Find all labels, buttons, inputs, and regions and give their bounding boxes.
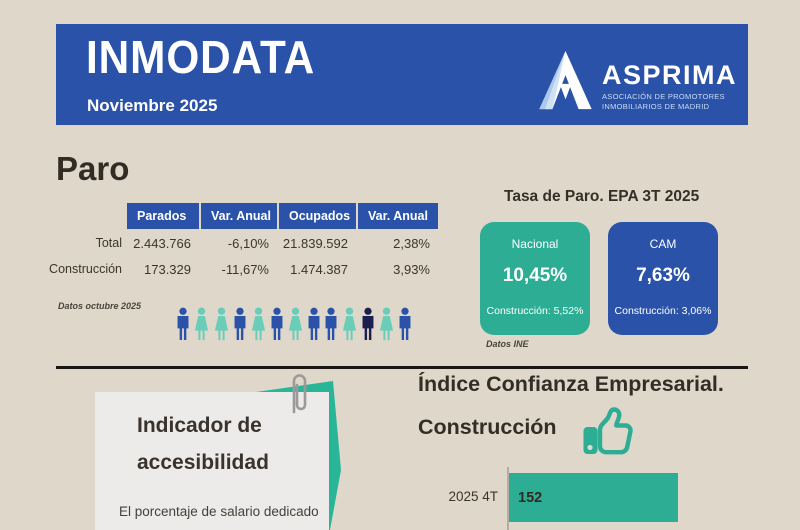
card-cam-label: CAM — [649, 237, 677, 251]
people-pictogram-row — [175, 303, 413, 345]
page-title: INMODATA — [86, 31, 316, 83]
asprima-logo-icon — [539, 50, 592, 110]
asprima-logo-text: ASPRIMA ASOCIACIÓN DE PROMOTORES INMOBIL… — [602, 62, 737, 112]
bar-category-label: 2025 4T — [448, 489, 498, 504]
man-icon — [234, 307, 246, 340]
confidence-title-line1: Índice Confianza Empresarial. — [418, 372, 724, 396]
table-header-ocupados: Ocupados — [279, 203, 356, 229]
man-icon — [308, 307, 320, 340]
confidence-title-line2: Construcción — [418, 415, 557, 439]
table-header-var-anual-2: Var. Anual — [358, 203, 438, 229]
section-title-tasa-paro: Tasa de Paro. EPA 3T 2025 — [504, 188, 700, 205]
table-cell: 3,93% — [393, 262, 430, 277]
accessibility-note-card: Indicador de accesibilidad El porcentaje… — [95, 392, 329, 530]
man-icon — [362, 307, 374, 340]
bar-value-label: 152 — [518, 489, 543, 506]
source-note-octubre: Datos octubre 2025 — [58, 301, 142, 311]
logo-tagline-line1: ASOCIACIÓN DE PROMOTORES — [602, 92, 725, 101]
accessibility-title-line2: accesibilidad — [137, 451, 269, 474]
table-cell: 2.443.766 — [133, 236, 191, 251]
table-row-label-construccion: Construcción — [49, 262, 122, 276]
man-icon — [399, 307, 411, 340]
man-icon — [271, 307, 283, 340]
table-cell: -11,67% — [221, 262, 269, 277]
card-cam: CAM 7,63% Construcción: 3,06% — [608, 222, 718, 335]
card-nacional: Nacional 10,45% Construcción: 5,52% — [480, 222, 590, 335]
table-header-parados: Parados — [127, 203, 199, 229]
table-cell: 1.474.387 — [290, 262, 348, 277]
table-cell: 2,38% — [393, 236, 430, 251]
source-note-ine: Datos INE — [486, 339, 529, 349]
header-banner: INMODATA Noviembre 2025 ASPRIMA ASOCIACI… — [56, 24, 748, 125]
paperclip-icon — [292, 374, 307, 414]
card-nacional-rate: 10,45% — [502, 265, 568, 286]
section-title-paro: Paro — [56, 150, 130, 187]
card-cam-rate: 7,63% — [636, 265, 690, 286]
issue-date: Noviembre 2025 — [87, 96, 218, 115]
table-cell: -6,10% — [227, 236, 269, 251]
man-icon — [325, 307, 337, 340]
logo-tagline-line2: INMOBILIARIOS DE MADRID — [602, 102, 710, 112]
bar-chart-axis — [507, 467, 509, 530]
card-nacional-construction: Construcción: 5,52% — [486, 305, 584, 317]
woman-icon — [251, 307, 266, 341]
table-cell: 21.839.592 — [282, 236, 348, 251]
accessibility-body-text: El porcentaje de salario dedicado — [119, 504, 319, 519]
woman-icon — [194, 307, 209, 341]
accessibility-title-line1: Indicador de — [137, 414, 262, 437]
table-header-var-anual-1: Var. Anual — [201, 203, 277, 229]
woman-icon — [288, 307, 303, 341]
woman-icon — [342, 307, 357, 341]
section-divider — [56, 366, 748, 369]
table-cell: 173.329 — [144, 262, 191, 277]
woman-icon — [379, 307, 394, 341]
table-row-label-total: Total — [95, 236, 122, 250]
man-icon — [177, 307, 189, 340]
confidence-index-bar: 152 — [509, 473, 678, 522]
thumbs-up-icon — [583, 407, 633, 455]
woman-icon — [214, 307, 229, 341]
logo-name: ASPRIMA — [602, 60, 738, 90]
card-nacional-label: Nacional — [511, 237, 559, 251]
logo-tagline: ASOCIACIÓN DE PROMOTORES INMOBILIARIOS D… — [602, 92, 737, 112]
card-cam-construction: Construcción: 3,06% — [614, 305, 712, 317]
